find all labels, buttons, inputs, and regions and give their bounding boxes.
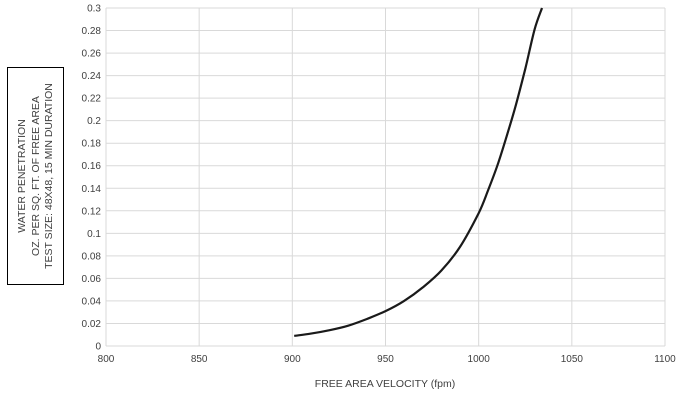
y-tick-label: 0.06 <box>82 274 102 285</box>
y-tick-label: 0.02 <box>82 319 102 330</box>
x-tick-label: 800 <box>98 354 115 365</box>
tick-labels: 0 0.02 0.04 0.06 0.08 0.1 0.12 0.14 0.16 0.18 0.2 0… <box>82 4 676 366</box>
grid <box>105 7 666 347</box>
x-tick-label: 950 <box>377 354 394 365</box>
y-axis-title-box: WATER PENETRATION OZ. PER SQ. FT. OF FRE… <box>7 67 64 285</box>
x-tick-label: 850 <box>191 354 208 365</box>
x-tick-label: 900 <box>284 354 301 365</box>
y-tick-label: 0.18 <box>82 139 102 150</box>
y-tick-label: 0.3 <box>87 4 101 15</box>
series-line <box>294 7 544 337</box>
y-tick-label: 0.24 <box>82 71 102 82</box>
y-tick-label: 0.04 <box>82 296 102 307</box>
y-tick-label: 0.22 <box>82 94 102 105</box>
x-tick-label: 1050 <box>561 354 584 365</box>
y-tick-label: 0.28 <box>82 26 102 37</box>
y-tick-label: 0.14 <box>82 184 102 195</box>
y-tick-label: 0.12 <box>82 206 102 217</box>
x-tick-label: 1100 <box>654 354 676 365</box>
y-tick-label: 0.2 <box>87 116 101 127</box>
y-tick-label: 0 <box>95 342 101 353</box>
y-tick-label: 0.16 <box>82 161 102 172</box>
y-tick-label: 0.08 <box>82 251 102 262</box>
x-tick-label: 1000 <box>468 354 491 365</box>
series-lines <box>294 7 544 337</box>
y-tick-label: 0.1 <box>87 229 101 240</box>
y-tick-label: 0.26 <box>82 49 102 60</box>
x-axis-title: FREE AREA VELOCITY (fpm) <box>315 378 455 390</box>
